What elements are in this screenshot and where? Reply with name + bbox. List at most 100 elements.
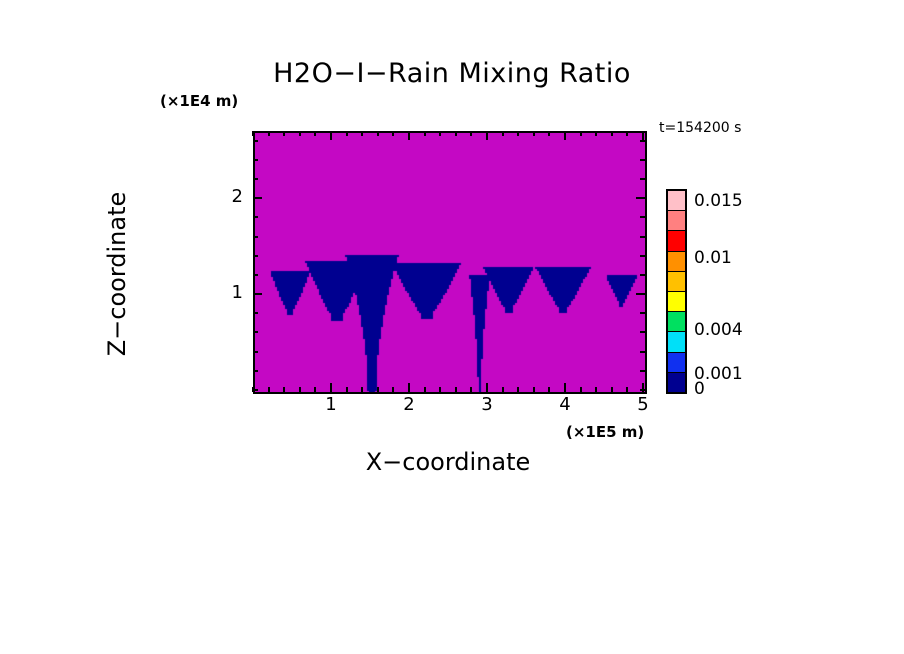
x-tick-label: 3 bbox=[481, 394, 493, 415]
colorbar-segment bbox=[668, 191, 685, 212]
y-tick-right bbox=[640, 389, 645, 391]
x-tick-bottom bbox=[626, 387, 628, 392]
x-axis-title: X−coordinate bbox=[365, 448, 531, 476]
x-tick-bottom bbox=[314, 387, 316, 392]
y-axis-units-label: (×1E4 m) bbox=[160, 92, 239, 110]
y-tick-left bbox=[253, 351, 258, 353]
y-tick-left bbox=[253, 140, 258, 142]
x-tick-top bbox=[299, 131, 301, 136]
x-tick-bottom bbox=[346, 387, 348, 392]
x-tick-bottom bbox=[611, 387, 613, 392]
y-tick-label: 2 bbox=[231, 186, 243, 208]
x-tick-bottom bbox=[439, 387, 441, 392]
x-tick-top bbox=[580, 131, 582, 136]
x-tick-bottom bbox=[361, 387, 363, 392]
y-tick-right bbox=[636, 293, 645, 295]
x-axis-units-label: (×1E5 m) bbox=[566, 423, 645, 441]
x-tick-top bbox=[377, 131, 379, 136]
x-tick-label: 5 bbox=[637, 394, 649, 415]
x-tick-top bbox=[283, 131, 285, 136]
y-tick-left bbox=[253, 178, 258, 180]
y-tick-left bbox=[253, 274, 258, 276]
colorbar bbox=[666, 189, 687, 394]
x-tick-bottom bbox=[424, 387, 426, 392]
x-tick-top bbox=[611, 131, 613, 136]
y-tick-right bbox=[640, 140, 645, 142]
x-tick-bottom bbox=[564, 383, 566, 392]
x-tick-top bbox=[408, 131, 410, 140]
x-tick-bottom bbox=[392, 387, 394, 392]
y-tick-left bbox=[253, 293, 262, 295]
x-tick-bottom bbox=[580, 387, 582, 392]
x-tick-top bbox=[533, 131, 535, 136]
x-tick-top bbox=[564, 131, 566, 140]
colorbar-segment bbox=[668, 271, 685, 293]
y-tick-right bbox=[640, 236, 645, 238]
x-tick-bottom bbox=[268, 387, 270, 392]
y-tick-right bbox=[640, 159, 645, 161]
y-axis-title: Z−coordinate bbox=[103, 191, 131, 357]
x-tick-top bbox=[424, 131, 426, 136]
x-tick-bottom bbox=[595, 387, 597, 392]
x-tick-bottom bbox=[470, 387, 472, 392]
plot-area bbox=[253, 131, 647, 394]
x-tick-top bbox=[268, 131, 270, 136]
y-tick-left bbox=[253, 197, 262, 199]
x-tick-top bbox=[346, 131, 348, 136]
heatmap-canvas bbox=[255, 133, 645, 392]
x-tick-bottom bbox=[455, 387, 457, 392]
x-tick-top bbox=[392, 131, 394, 136]
colorbar-segment bbox=[668, 231, 685, 252]
x-tick-top bbox=[502, 131, 504, 136]
colorbar-segment bbox=[668, 251, 685, 272]
x-tick-top bbox=[642, 131, 644, 140]
x-tick-top bbox=[455, 131, 457, 136]
x-tick-top bbox=[439, 131, 441, 136]
x-tick-top bbox=[517, 131, 519, 136]
y-tick-right bbox=[640, 370, 645, 372]
y-tick-left bbox=[253, 216, 258, 218]
x-tick-top bbox=[330, 131, 332, 140]
colorbar-segment bbox=[668, 332, 685, 353]
x-tick-bottom bbox=[642, 383, 644, 392]
x-tick-bottom bbox=[330, 383, 332, 392]
x-tick-bottom bbox=[502, 387, 504, 392]
colorbar-tick-label: 0.01 bbox=[694, 248, 732, 268]
y-tick-right bbox=[640, 255, 645, 257]
x-tick-top bbox=[595, 131, 597, 136]
colorbar-tick-label: 0.004 bbox=[694, 320, 743, 340]
colorbar-segment bbox=[668, 312, 685, 333]
x-tick-bottom bbox=[299, 387, 301, 392]
x-tick-bottom bbox=[548, 387, 550, 392]
colorbar-tick-label: 0.001 bbox=[694, 364, 743, 384]
y-tick-right bbox=[640, 351, 645, 353]
colorbar-tick-label: 0 bbox=[694, 379, 705, 399]
x-tick-bottom bbox=[408, 383, 410, 392]
y-tick-left bbox=[253, 389, 258, 391]
y-tick-right bbox=[640, 178, 645, 180]
time-annotation: t=154200 s bbox=[659, 120, 742, 136]
x-tick-top bbox=[548, 131, 550, 136]
x-tick-bottom bbox=[533, 387, 535, 392]
y-tick-label: 1 bbox=[231, 282, 243, 304]
y-tick-right bbox=[636, 197, 645, 199]
x-tick-top bbox=[626, 131, 628, 136]
x-tick-top bbox=[252, 131, 254, 136]
x-tick-top bbox=[361, 131, 363, 136]
y-tick-left bbox=[253, 236, 258, 238]
x-tick-bottom bbox=[283, 387, 285, 392]
y-tick-left bbox=[253, 159, 258, 161]
y-tick-left bbox=[253, 255, 258, 257]
x-tick-bottom bbox=[377, 387, 379, 392]
y-tick-right bbox=[640, 274, 645, 276]
x-tick-top bbox=[486, 131, 488, 140]
y-tick-left bbox=[253, 331, 258, 333]
colorbar-segment bbox=[668, 372, 685, 393]
colorbar-segment bbox=[668, 352, 685, 373]
colorbar-tick-label: 0.015 bbox=[694, 191, 743, 211]
y-tick-right bbox=[640, 331, 645, 333]
x-tick-top bbox=[314, 131, 316, 136]
x-tick-label: 1 bbox=[325, 394, 337, 415]
colorbar-segment bbox=[668, 211, 685, 232]
chart-title: H2O−I−Rain Mixing Ratio bbox=[273, 58, 631, 89]
